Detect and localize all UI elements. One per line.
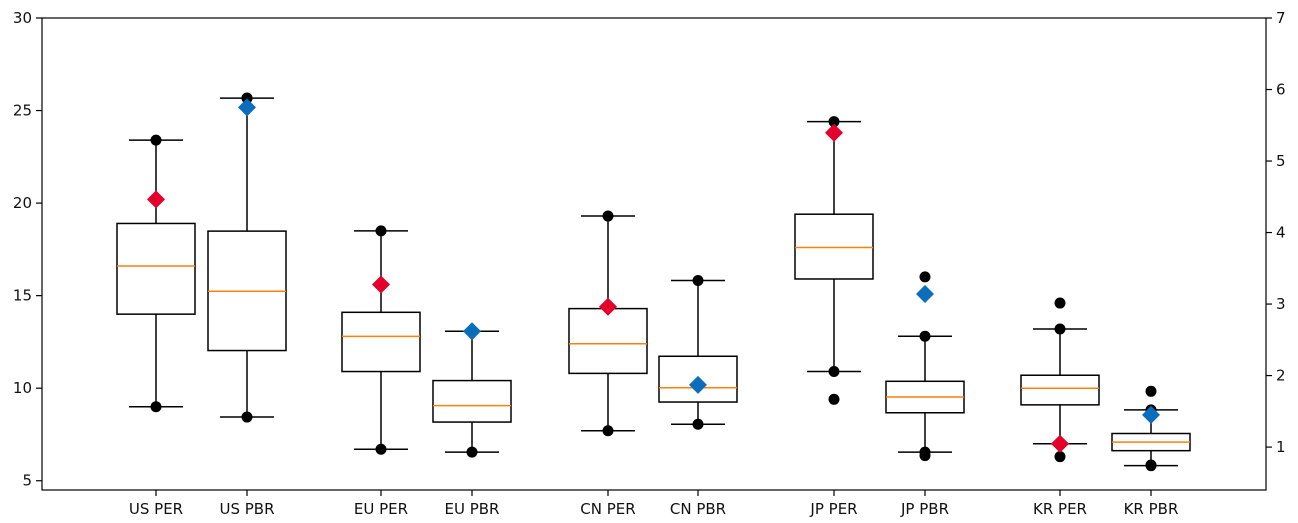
left-tick-label: 15 <box>13 287 32 305</box>
current-value-diamond <box>1051 434 1069 453</box>
iqr-box <box>432 379 512 423</box>
box-group <box>658 274 738 430</box>
category-label: KR PBR <box>1124 500 1179 518</box>
min-point <box>828 366 840 378</box>
max-point <box>919 330 931 342</box>
outlier-point <box>828 393 840 405</box>
min-point <box>466 446 478 458</box>
min-point <box>602 425 614 437</box>
iqr-box <box>794 213 874 280</box>
box-group <box>432 322 512 458</box>
box-group <box>1111 385 1191 472</box>
category-label: CN PBR <box>670 500 726 518</box>
iqr-box <box>658 355 738 403</box>
axes-group: 5 10 15 20 25 30 1 2 3 4 5 6 7 US PER US PBR EU PER EU P… <box>13 9 1286 518</box>
category-label: EU PER <box>354 500 408 518</box>
box-group <box>116 134 196 413</box>
min-point <box>241 411 253 423</box>
current-value-diamond <box>599 297 617 316</box>
current-value-diamond <box>372 275 390 294</box>
right-tick-label: 1 <box>1276 438 1286 456</box>
box-group <box>1020 297 1100 463</box>
box-group <box>207 92 287 423</box>
current-value-diamond <box>463 322 481 341</box>
iqr-box <box>568 307 648 375</box>
left-tick-label: 25 <box>13 102 32 120</box>
max-point <box>828 116 840 128</box>
current-value-diamond <box>1142 405 1160 424</box>
current-value-diamond <box>147 190 165 209</box>
category-label: JP PER <box>809 500 857 518</box>
current-value-diamond <box>825 123 843 142</box>
left-tick-label: 5 <box>22 472 32 490</box>
outlier-point <box>919 271 931 283</box>
current-value-diamond <box>916 285 934 304</box>
plot-frame <box>41 17 1267 491</box>
max-point <box>602 210 614 222</box>
max-point <box>1054 323 1066 335</box>
category-label: EU PBR <box>445 500 500 518</box>
outlier-point <box>241 92 253 104</box>
outlier-point <box>1145 385 1157 397</box>
current-value-diamond <box>238 98 256 117</box>
max-point <box>375 225 387 237</box>
box-group <box>885 271 965 462</box>
right-tick-label: 7 <box>1276 9 1286 27</box>
iqr-box <box>341 311 421 373</box>
outlier-point <box>1054 297 1066 309</box>
outlier-point <box>919 450 931 462</box>
left-tick-label: 30 <box>13 9 32 27</box>
category-label: JP PBR <box>900 500 949 518</box>
category-label: KR PER <box>1033 500 1087 518</box>
outlier-point <box>1145 459 1157 471</box>
right-tick-label: 4 <box>1276 224 1286 242</box>
box-group <box>794 116 874 405</box>
right-tick-label: 2 <box>1276 367 1286 385</box>
category-label: US PBR <box>219 500 274 518</box>
right-tick-label: 5 <box>1276 152 1286 170</box>
min-point <box>692 418 704 430</box>
current-value-diamond <box>689 375 707 394</box>
left-tick-label: 10 <box>13 379 32 397</box>
category-label: US PER <box>129 500 183 518</box>
boxes-group <box>116 92 1191 472</box>
iqr-box <box>1020 374 1100 406</box>
max-point <box>150 134 162 146</box>
right-tick-label: 6 <box>1276 81 1286 99</box>
left-tick-label: 20 <box>13 194 32 212</box>
iqr-box <box>116 222 196 315</box>
min-point <box>375 443 387 455</box>
min-point <box>150 401 162 413</box>
box-group <box>568 210 648 437</box>
outlier-point <box>1054 451 1066 463</box>
right-tick-label: 3 <box>1276 295 1286 313</box>
max-point <box>692 274 704 286</box>
box-group <box>341 225 421 455</box>
category-label: CN PER <box>580 500 635 518</box>
